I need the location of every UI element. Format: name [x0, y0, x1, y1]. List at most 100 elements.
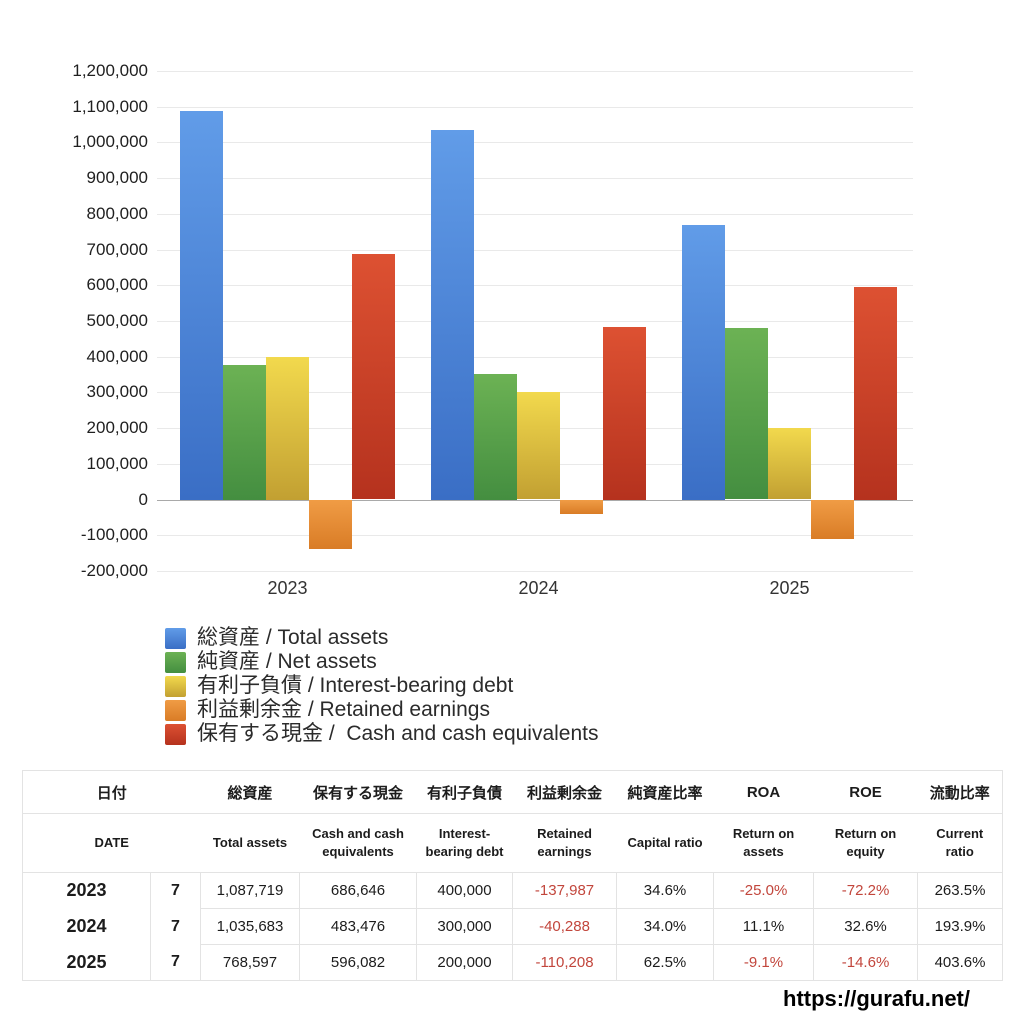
month-cell: 7	[149, 872, 201, 909]
table-row-2025: 2025 7 768,597 596,082 200,000 -110,208 62.5% -…	[23, 944, 1003, 981]
gridline	[157, 213, 913, 215]
header-cell: 利益剰余金	[512, 770, 617, 814]
header-cell: Total assets	[200, 813, 300, 873]
y-tick-label: 500,000	[86, 311, 148, 330]
bar-interest-bearing-debt-2023	[266, 356, 309, 500]
header-cell: Capital ratio	[616, 813, 714, 873]
plot-area	[157, 71, 913, 572]
value-cell: -40,288	[512, 908, 617, 945]
value-cell: 483,476	[299, 908, 417, 945]
y-tick-label: 300,000	[86, 382, 148, 402]
y-tick-label: 200,000	[86, 418, 148, 438]
value-cell: 300,000	[416, 908, 513, 945]
header-cell: Return on equity	[813, 813, 918, 873]
value-cell: -25.0%	[713, 872, 814, 909]
value-cell: -14.6%	[813, 944, 918, 981]
year-cell: 2023	[66, 880, 107, 901]
bar-cash-and-cash-equivalents-2025	[854, 286, 897, 500]
gridline	[157, 285, 913, 287]
header-row-jp: 日付 総資産 保有する現金 有利子負債 利益剰余金 純資産比率 ROA ROE 流動比率	[22, 770, 1003, 814]
bar-net-assets-2023	[223, 365, 266, 500]
legend-label: 総資産 / Total assets	[197, 626, 389, 649]
gridline	[157, 142, 913, 144]
x-tick-label: 2025	[769, 578, 810, 598]
y-tick-label: -100,000	[80, 525, 148, 545]
legend-label: 利益剰余金 / Retained earnings	[197, 698, 490, 721]
bar-retained-earnings-2023	[309, 499, 352, 549]
y-tick-label: 1,200,000	[72, 61, 148, 80]
header-cell: 日付	[22, 770, 201, 814]
y-tick-label: -200,000	[80, 561, 148, 580]
chart-legend: 総資産 / Total assets 純資産 / Net assets 有利子負債 …	[165, 626, 599, 746]
gridline	[157, 571, 913, 572]
legend-color-swatch-icon	[165, 627, 186, 649]
header-cell: ROE	[813, 770, 918, 814]
y-tick-label: 100,000	[86, 453, 148, 473]
legend-item-interest-bearing-debt: 有利子負債 / Interest-bearing debt	[165, 674, 599, 698]
x-tick-label: 2023	[267, 578, 308, 598]
y-tick-label: 800,000	[86, 203, 148, 223]
y-tick-label: 400,000	[86, 346, 148, 366]
value-cell: 11.1%	[713, 908, 814, 945]
legend-color-swatch-icon	[165, 723, 186, 745]
value-cell: 34.6%	[616, 872, 714, 909]
bar-total-assets-2024	[431, 129, 474, 500]
x-axis-labels: 2023 2024 2025	[157, 578, 913, 600]
header-row-en: DATE Total assets Cash and cash equivalent…	[22, 813, 1003, 873]
month-cell: 7	[149, 908, 201, 945]
header-cell: ROA	[713, 770, 814, 814]
value-cell: 400,000	[416, 872, 513, 909]
legend-label: 保有する現金 / Cash and cash equivalents	[197, 722, 599, 745]
legend-item-cash-and-cash-equivalents: 保有する現金 / Cash and cash equivalents	[165, 722, 599, 746]
financial-table: 日付 総資産 保有する現金 有利子負債 利益剰余金 純資産比率 ROA ROE 流動比率 DATE…	[22, 770, 1004, 981]
bar-cash-and-cash-equivalents-2024	[603, 326, 646, 500]
bar-interest-bearing-debt-2024	[517, 392, 560, 500]
bar-net-assets-2024	[474, 373, 517, 500]
legend-item-total-assets: 総資産 / Total assets	[165, 626, 599, 650]
value-cell: 686,646	[299, 872, 417, 909]
legend-item-net-assets: 純資産 / Net assets	[165, 650, 599, 674]
value-cell: 403.6%	[917, 944, 1003, 981]
gridline	[157, 249, 913, 251]
bar-net-assets-2025	[725, 328, 768, 500]
value-cell: 596,082	[299, 944, 417, 981]
header-cell: Retained earnings	[512, 813, 617, 873]
legend-color-swatch-icon	[165, 675, 186, 697]
header-cell: Return on assets	[713, 813, 814, 873]
value-cell: 768,597	[200, 944, 300, 981]
value-cell: 1,035,683	[200, 908, 300, 945]
y-tick-label: 1,100,000	[72, 96, 148, 116]
y-tick-label: 900,000	[86, 168, 148, 188]
bar-cash-and-cash-equivalents-2023	[352, 254, 395, 500]
value-cell: 34.0%	[616, 908, 714, 945]
bar-interest-bearing-debt-2025	[768, 428, 811, 500]
gridline	[157, 535, 913, 537]
value-cell: 200,000	[416, 944, 513, 981]
y-tick-label: 700,000	[86, 239, 148, 259]
footer-url: https://gurafu.net/	[783, 986, 970, 1011]
value-cell: 62.5%	[616, 944, 714, 981]
value-cell: -110,208	[512, 944, 617, 981]
header-cell: DATE	[22, 813, 201, 873]
bar-retained-earnings-2024	[560, 499, 603, 514]
year-cell: 2024	[66, 916, 107, 936]
value-cell: -137,987	[512, 872, 617, 909]
table-row-2024: 2024 7 1,035,683 483,476 300,000 -40,288 34.0%…	[23, 908, 1003, 945]
table-body: 2023 7 1,087,719 686,646 400,000 -137,987 34.6…	[23, 872, 1003, 981]
y-tick-label: 600,000	[86, 275, 148, 295]
month-cell: 7	[149, 944, 201, 981]
bar-total-assets-2023	[180, 111, 223, 500]
header-cell: Cash and cash equivalents	[299, 813, 417, 873]
legend-item-retained-earnings: 利益剰余金 / Retained earnings	[165, 698, 599, 722]
value-cell: 263.5%	[917, 872, 1003, 909]
header-cell: 流動比率	[917, 770, 1003, 814]
legend-label: 有利子負債 / Interest-bearing debt	[197, 674, 514, 697]
table-row-2023: 2023 7 1,087,719 686,646 400,000 -137,987 34.6…	[23, 872, 1003, 909]
table-header: 日付 総資産 保有する現金 有利子負債 利益剰余金 純資産比率 ROA ROE 流動比率 DATE…	[22, 770, 1003, 873]
gridline	[157, 321, 913, 322]
legend-color-swatch-icon	[165, 699, 186, 721]
bar-total-assets-2025	[682, 225, 725, 500]
value-cell: -72.2%	[813, 872, 918, 909]
y-tick-label: 1,000,000	[72, 132, 148, 152]
